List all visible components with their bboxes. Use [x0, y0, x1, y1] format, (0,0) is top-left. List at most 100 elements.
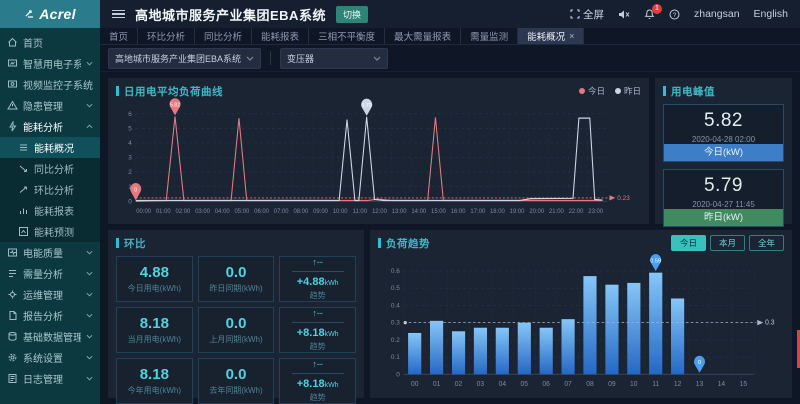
header: Acrel 高地城市服务产业集团EBA系统 切换 全屏 [0, 0, 800, 28]
svg-text:04:00: 04:00 [215, 208, 230, 215]
sidebar-item-系统设置[interactable]: 系统设置 [0, 347, 100, 368]
menu-toggle-icon[interactable] [112, 9, 125, 19]
legend-item-今日[interactable]: 今日 [578, 85, 605, 97]
switch-button[interactable]: 切换 [335, 5, 368, 23]
svg-text:04: 04 [499, 381, 507, 388]
language-switch[interactable]: English [753, 8, 788, 20]
tab-三相不平衡度[interactable]: 三相不平衡度 [309, 28, 386, 44]
ring-previous-cell: 0.0 上月同期(kWh) [197, 307, 275, 353]
peak-label: 昨日(kW) [664, 209, 783, 226]
svg-text:20:00: 20:00 [529, 208, 544, 215]
sidebar-item-首页[interactable]: 首页 [0, 32, 100, 53]
svg-text:11:00: 11:00 [353, 208, 368, 215]
scrollbar-thumb[interactable] [797, 330, 800, 368]
sidebar-subitem-环比分析[interactable]: 环比分析 [0, 179, 100, 200]
device-select[interactable]: 变压器 [280, 47, 389, 69]
trend-range-button-本月[interactable]: 本月 [709, 235, 745, 251]
sidebar-item-电能质量[interactable]: 电能质量 [0, 242, 100, 263]
legend-dot [614, 88, 621, 94]
legend-label: 今日 [587, 86, 605, 96]
tab-close-icon[interactable]: × [569, 31, 575, 41]
tab-首页[interactable]: 首页 [100, 28, 139, 44]
brand-logo[interactable]: Acrel [0, 0, 100, 28]
sidebar-subitem-能耗报表[interactable]: 能耗报表 [0, 200, 100, 221]
ring-label: 去年同期(kWh) [209, 386, 263, 395]
fullscreen-button[interactable]: 全屏 [570, 7, 604, 22]
tab-label: 能耗报表 [261, 32, 300, 43]
org-select[interactable]: 高地城市服务产业集团EBA系统 [108, 47, 262, 69]
peak-value: 5.79 [704, 175, 743, 196]
chevron-down-icon [86, 103, 93, 108]
sidebar-item-智慧用电子系统[interactable]: 智慧用电子系统 [0, 53, 100, 74]
tab-label: 需量监测 [470, 32, 509, 43]
svg-text:10: 10 [630, 381, 638, 388]
trend-percent: ↑-- [312, 257, 323, 267]
svg-text:12:00: 12:00 [372, 208, 387, 215]
tab-label: 同比分析 [204, 32, 243, 43]
chevron-down-icon [86, 250, 93, 255]
trend-range-button-今日[interactable]: 今日 [670, 235, 706, 251]
mute-icon[interactable] [618, 9, 630, 20]
legend-item-昨日[interactable]: 昨日 [614, 85, 641, 97]
sidebar-submenu: 能耗概况 同比分析 环比分析 能耗报表 能耗预测 [0, 137, 100, 242]
sidebar-subitem-能耗概况[interactable]: 能耗概况 [0, 137, 100, 158]
notification-bell-icon[interactable]: 1 [644, 3, 662, 20]
svg-text:14:00: 14:00 [411, 208, 426, 215]
ring-value: 0.0 [225, 264, 247, 281]
sidebar-item-视频监控子系统[interactable]: 视频监控子系统 [0, 74, 100, 95]
peak-card-今日(kW): 5.82 2020-04-28 02:00 今日(kW) [663, 104, 784, 162]
app-title: 高地城市服务产业集团EBA系统 [135, 7, 326, 23]
tab-能耗报表[interactable]: 能耗报表 [252, 28, 310, 44]
tab-环比分析[interactable]: 环比分析 [138, 28, 196, 44]
sidebar: 首页智慧用电子系统视频监控子系统隐患管理能耗分析能耗概况同比分析环比分析能耗报表… [0, 28, 100, 404]
svg-text:5.79: 5.79 [362, 103, 372, 109]
tab-bar: 首页 环比分析 同比分析 能耗报表 三相不平衡度 最大需量报表 需量监测 能耗概况 × [100, 28, 800, 45]
load-trend-panel: 负荷趋势 今日 本月 全年 0 0.1 0.2 0.3 0.4 0.5 0.6 00 01 02 03 0… [370, 230, 792, 398]
sidebar-item-基础数据管理[interactable]: 基础数据管理 [0, 326, 100, 347]
home-icon [8, 37, 17, 47]
sidebar-subitem-同比分析[interactable]: 同比分析 [0, 158, 100, 179]
video-monitor-icon [8, 80, 17, 88]
ring-current-cell: 8.18 当月用电(kWh) [116, 307, 193, 353]
trend-range-button-全年[interactable]: 全年 [748, 235, 784, 251]
trend-delta: +4.88kWh [296, 276, 339, 288]
main-area: 首页 环比分析 同比分析 能耗报表 三相不平衡度 最大需量报表 需量监测 能耗概况 × 高地城市… [100, 28, 800, 404]
sidebar-item-报告分析[interactable]: 报告分析 [0, 305, 100, 326]
sidebar-item-运维管理[interactable]: 运维管理 [0, 284, 100, 305]
svg-text:12: 12 [674, 381, 682, 388]
username[interactable]: zhangsan [694, 8, 740, 20]
svg-text:5.82: 5.82 [170, 103, 180, 109]
svg-text:05:00: 05:00 [235, 208, 250, 215]
trend-percent: ↑-- [312, 308, 323, 318]
tab-需量监测[interactable]: 需量监测 [461, 28, 519, 44]
sidebar-item-日志管理[interactable]: 日志管理 [0, 368, 100, 389]
sidebar-subitem-能耗预测[interactable]: 能耗预测 [0, 221, 100, 242]
tab-同比分析[interactable]: 同比分析 [195, 28, 253, 44]
tab-label: 能耗概况 [527, 32, 566, 43]
svg-text:02: 02 [455, 381, 463, 388]
trend-label: 趋势 [309, 393, 326, 402]
sidebar-item-需量分析[interactable]: 需量分析 [0, 263, 100, 284]
tab-能耗概况[interactable]: 能耗概况 × [518, 28, 585, 44]
svg-text:0: 0 [134, 187, 137, 193]
svg-text:13: 13 [696, 381, 704, 388]
ring-title: 环比 [124, 237, 146, 250]
svg-text:09:00: 09:00 [313, 208, 328, 215]
svg-text:06:00: 06:00 [254, 208, 269, 215]
sidebar-item-隐患管理[interactable]: 隐患管理 [0, 95, 100, 116]
trend-divider [291, 271, 344, 272]
sidebar-item-label: 运维管理 [23, 291, 63, 302]
sidebar-item-label: 日志管理 [23, 375, 63, 386]
peak-label: 今日(kW) [664, 144, 783, 161]
svg-text:18:00: 18:00 [490, 208, 505, 215]
sidebar-item-能耗分析[interactable]: 能耗分析 [0, 116, 100, 137]
help-icon[interactable]: ? [669, 9, 680, 20]
log-icon [8, 374, 17, 383]
tab-最大需量报表[interactable]: 最大需量报表 [385, 28, 462, 44]
svg-text:6: 6 [128, 111, 132, 118]
help-glyph: ? [669, 9, 680, 19]
svg-text:00:00: 00:00 [136, 208, 151, 215]
org-select-value: 高地城市服务产业集团EBA系统 [115, 53, 242, 64]
ring-current-cell: 4.88 今日用电(kWh) [116, 256, 193, 302]
